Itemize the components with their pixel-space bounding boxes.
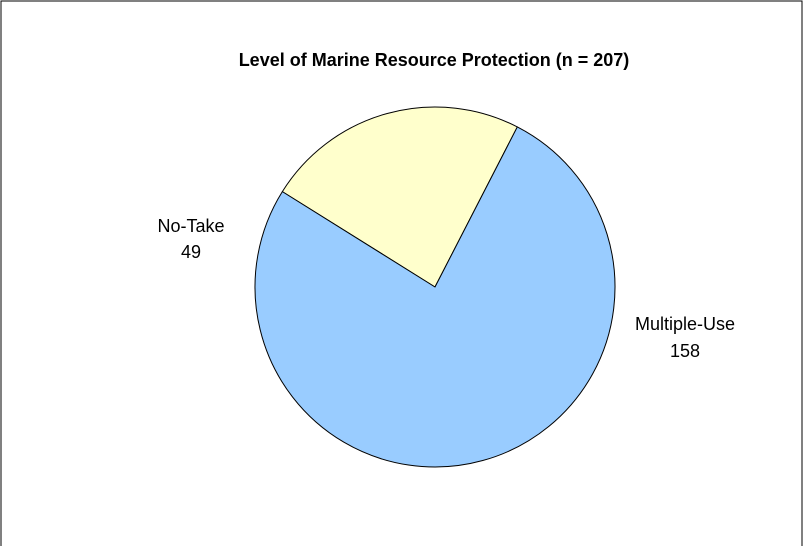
pie-slice-no-take — [281, 106, 518, 288]
chart-title: Level of Marine Resource Protection (n =… — [239, 50, 630, 70]
slice-value-no-take: 49 — [181, 242, 201, 262]
pie-labels: No-Take 49 Multiple-Use 158 — [157, 216, 735, 361]
slice-label-no-take: No-Take — [157, 216, 224, 236]
slice-label-multiple-use: Multiple-Use — [635, 314, 735, 334]
pie-slices — [254, 106, 616, 468]
slice-value-multiple-use: 158 — [670, 341, 700, 361]
pie-slice-multiple-use — [254, 126, 616, 468]
